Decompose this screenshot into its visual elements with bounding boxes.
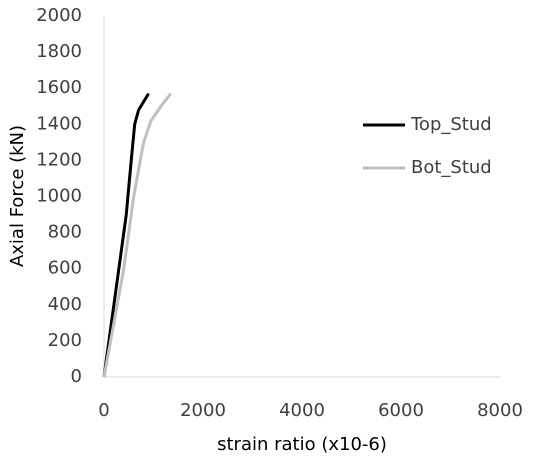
series-line <box>102 92 173 378</box>
x-tick-label: 4000 <box>279 400 325 421</box>
legend-label: Top_Stud <box>410 114 492 135</box>
y-tick-label: 1200 <box>36 149 82 170</box>
x-tick-label: 2000 <box>180 400 226 421</box>
y-axis-label: Axial Force (kN) <box>7 125 28 267</box>
legend-label: Bot_Stud <box>411 157 492 178</box>
x-tick-label: 0 <box>98 400 109 421</box>
x-tick-label: 6000 <box>378 400 424 421</box>
y-tick-label: 0 <box>71 366 82 387</box>
y-tick-label: 400 <box>48 294 82 315</box>
y-tick-label: 800 <box>48 222 82 243</box>
y-tick-label: 2000 <box>36 5 82 26</box>
x-tick-label: 8000 <box>477 400 523 421</box>
y-tick-label: 1400 <box>36 113 82 134</box>
x-axis-label: strain ratio (x10-6) <box>217 434 387 455</box>
y-tick-label: 1600 <box>36 77 82 98</box>
y-tick-label: 1800 <box>36 41 82 62</box>
y-tick-label: 600 <box>48 258 82 279</box>
y-tick-label: 200 <box>48 330 82 351</box>
series-line <box>102 92 150 378</box>
y-tick-label: 1000 <box>36 186 82 207</box>
